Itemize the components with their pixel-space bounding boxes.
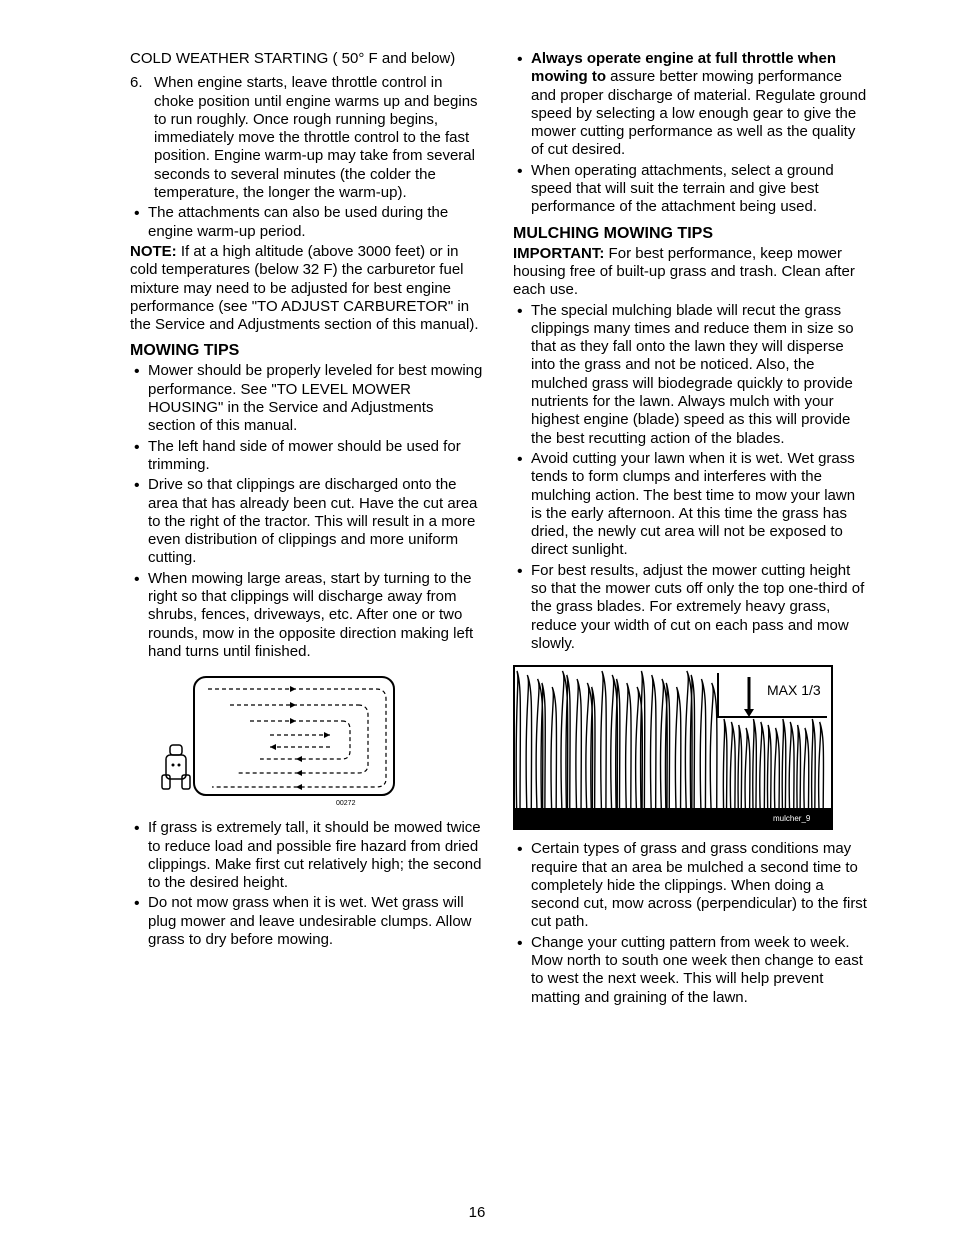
list-item: Avoid cutting your lawn when it is wet. … — [513, 450, 868, 560]
svg-text:00272: 00272 — [336, 800, 356, 807]
mowing-tips-heading: MOWING TIPS — [130, 342, 485, 360]
note-label: NOTE: — [130, 243, 177, 260]
svg-text:MAX 1/3: MAX 1/3 — [767, 682, 821, 698]
grass-cutting-figure: MAX 1/3 mulcher_9 — [513, 665, 868, 830]
svg-text:mulcher_9: mulcher_9 — [773, 814, 811, 823]
list-item: Always operate engine at full throttle w… — [513, 50, 868, 160]
mowing-pattern-svg: 00272 — [146, 669, 406, 809]
item-number: 6. — [130, 74, 143, 92]
list-item: When operating attachments, select a gro… — [513, 162, 868, 217]
item-text: When engine starts, leave throttle contr… — [154, 74, 478, 201]
cold-weather-heading: COLD WEATHER STARTING ( 50° F and below) — [130, 50, 485, 68]
list-item: The attachments can also be used during … — [130, 204, 485, 241]
right-column: Always operate engine at full throttle w… — [513, 50, 868, 1009]
mulching-list-2: Certain types of grass and grass conditi… — [513, 840, 868, 1007]
note-paragraph: NOTE: If at a high altitude (above 3000 … — [130, 243, 485, 334]
list-item: For best results, adjust the mower cutti… — [513, 562, 868, 653]
list-item-6: 6. When engine starts, leave throttle co… — [130, 74, 485, 202]
grass-svg: MAX 1/3 mulcher_9 — [513, 665, 833, 830]
mulching-list: The special mulching blade will recut th… — [513, 302, 868, 654]
list-item: Certain types of grass and grass conditi… — [513, 840, 868, 931]
list-item: The left hand side of mower should be us… — [130, 438, 485, 475]
mowing-tips-list: Mower should be properly leveled for bes… — [130, 362, 485, 661]
mowing-pattern-figure: 00272 — [146, 669, 485, 809]
list-item: The special mulching blade will recut th… — [513, 302, 868, 448]
bullet-list: Always operate engine at full throttle w… — [513, 50, 868, 217]
list-item: When mowing large areas, start by turnin… — [130, 570, 485, 661]
list-item: Mower should be properly leveled for bes… — [130, 362, 485, 435]
document-page: COLD WEATHER STARTING ( 50° F and below)… — [0, 0, 954, 1039]
important-paragraph: IMPORTANT: For best performance, keep mo… — [513, 245, 868, 300]
important-label: IMPORTANT: — [513, 245, 604, 262]
list-item: If grass is extremely tall, it should be… — [130, 819, 485, 892]
numbered-list: 6. When engine starts, leave throttle co… — [130, 74, 485, 202]
note-text: If at a high altitude (above 3000 feet) … — [130, 243, 479, 333]
list-item: Drive so that clippings are discharged o… — [130, 476, 485, 567]
list-item: Change your cutting pattern from week to… — [513, 934, 868, 1007]
page-number: 16 — [469, 1204, 486, 1221]
mowing-tips-list-2: If grass is extremely tall, it should be… — [130, 819, 485, 949]
left-column: COLD WEATHER STARTING ( 50° F and below)… — [130, 50, 485, 1009]
bullet-list: The attachments can also be used during … — [130, 204, 485, 241]
mulching-heading: MULCHING MOWING TIPS — [513, 225, 868, 243]
list-item: Do not mow grass when it is wet. Wet gra… — [130, 894, 485, 949]
